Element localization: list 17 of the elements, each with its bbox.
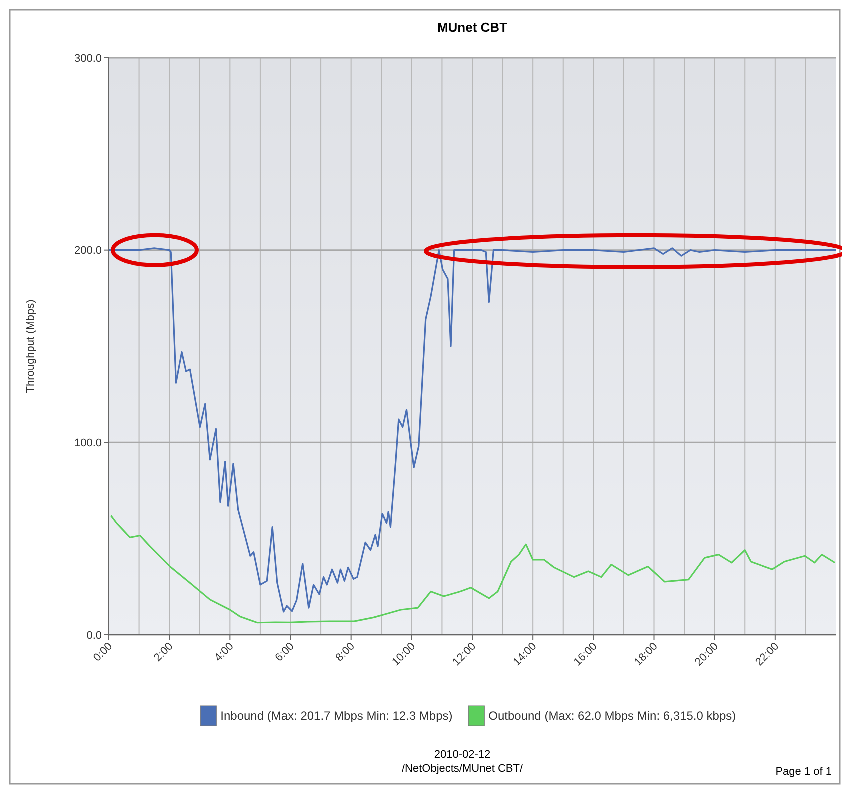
x-tick-label: 8:00 (334, 640, 358, 664)
text: Page 1 of 1 (776, 766, 832, 778)
y-axis-title: Throughput (Mbps) (25, 300, 37, 394)
legend-label: Inbound (Max: 201.7 Mbps Min: 12.3 Mbps) (220, 709, 453, 724)
text: 2010-02-12 (434, 749, 491, 761)
x-tick-label: 6:00 (273, 640, 297, 664)
y-tick-label: 0.0 (86, 630, 102, 642)
chart-title: MUnet CBT (437, 20, 508, 35)
line-series (110, 514, 836, 624)
line-series (108, 248, 837, 613)
x-tick-label: 4:00 (212, 640, 236, 664)
y-tick-label: 100.0 (74, 438, 102, 450)
y-tick-label: 300.0 (74, 52, 102, 65)
legend-label: Outbound (Max: 62.0 Mbps Min: 6,315.0 kbps) (488, 709, 736, 724)
y-tick-label: 200.0 (74, 245, 102, 258)
text: /NetObjects/MUnet CBT/ (402, 763, 524, 775)
x-tick-label: 0:00 (91, 640, 116, 664)
